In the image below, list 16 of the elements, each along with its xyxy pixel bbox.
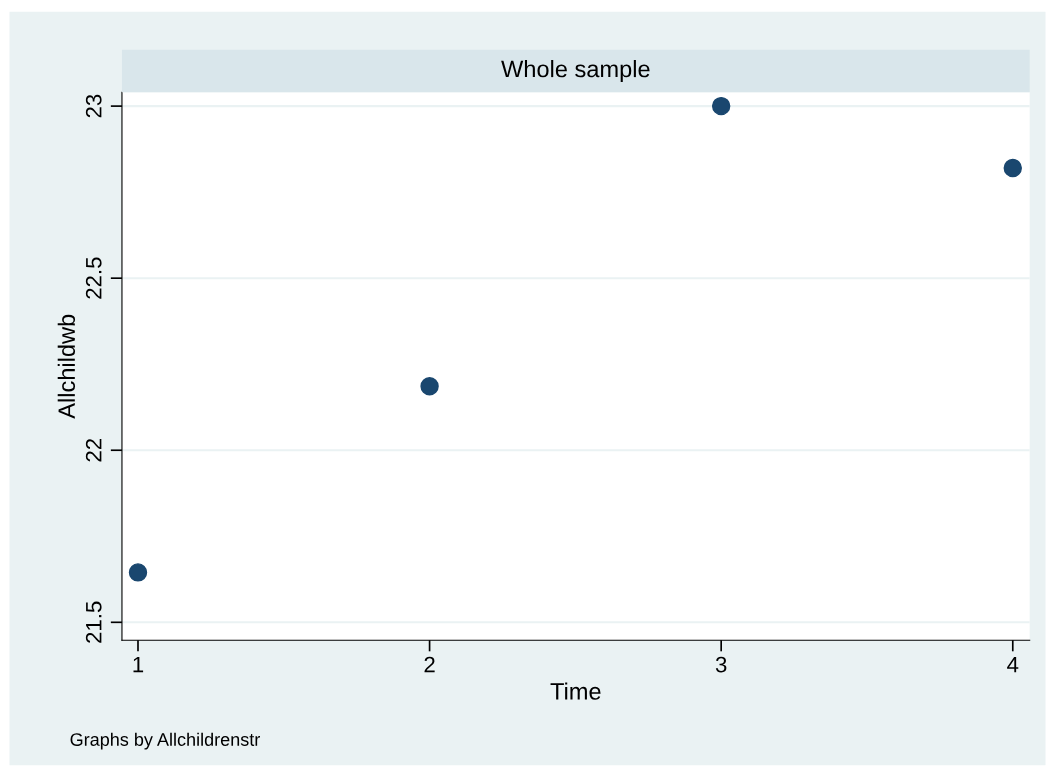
x-tick-label: 2 — [424, 656, 435, 673]
point — [711, 96, 731, 116]
y-axis-title: Allchildwb — [57, 314, 76, 419]
point — [420, 377, 439, 396]
y-tick-label: 22 — [85, 439, 102, 462]
y-tick-label: 22.5 — [85, 257, 102, 299]
text: Graphs by Allchildrenstr — [70, 732, 260, 750]
y-tick-label: 23 — [85, 94, 102, 118]
x-tick-label: 1 — [133, 656, 144, 673]
x-tick-label: 4 — [1007, 656, 1019, 673]
chart-title: Whole sample — [501, 60, 650, 83]
x-axis-title: Time — [550, 682, 601, 700]
point — [128, 563, 148, 582]
point — [1003, 158, 1022, 178]
y-tick-label: 21.5 — [85, 601, 102, 643]
x-tick-label: 3 — [715, 656, 727, 673]
